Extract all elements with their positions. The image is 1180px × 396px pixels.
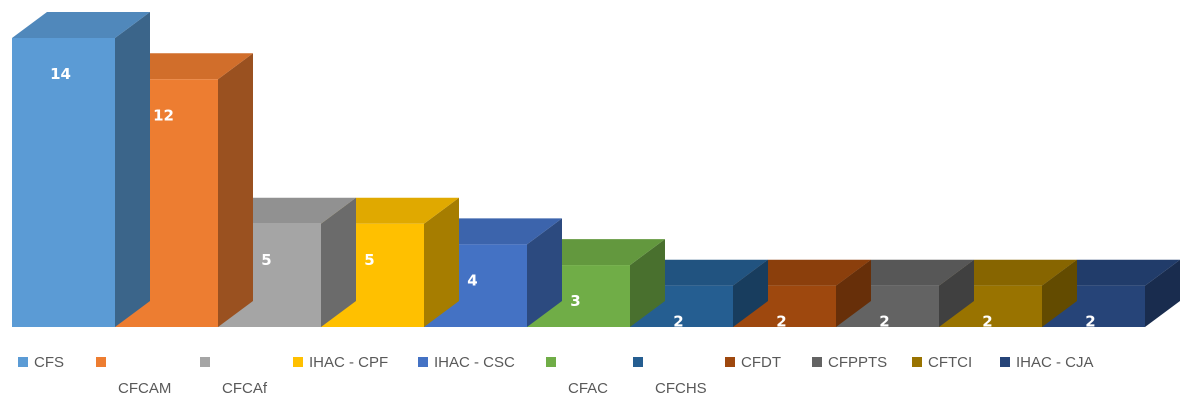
legend-label-cfac: CFAC [568, 380, 608, 396]
legend-label-cfcam: CFCAM [118, 380, 171, 396]
legend-swatch-cfchs [633, 357, 643, 367]
data-label-cfac: 3 [570, 292, 580, 310]
bar-side-cfdt [836, 259, 871, 327]
legend-swatch-cfac [546, 357, 556, 367]
legend-swatch-cfcaf [200, 357, 210, 367]
bar-side-ihac-cpf [424, 197, 459, 327]
legend-swatch-cfcam [96, 357, 106, 367]
bar-top-cfs [12, 12, 150, 38]
data-label-cfchs: 2 [673, 313, 683, 331]
legend-label-cfs: CFS [34, 354, 64, 371]
bar-side-cfac [630, 239, 665, 327]
data-label-cfcaf: 5 [261, 251, 271, 269]
legend-label-cfppts: CFPPTS [828, 354, 887, 371]
bar-side-cfcaf [321, 197, 356, 327]
legend-label-cfcaf: CFCAf [222, 380, 268, 396]
bar-side-cftci [1042, 259, 1077, 327]
legend-swatch-cfs [18, 357, 28, 367]
data-label-ihac-cpf: 5 [364, 251, 374, 269]
bar-side-ihac-csc [527, 218, 562, 327]
legend-label-cfdt: CFDT [741, 354, 781, 371]
legend-label-cftci: CFTCI [928, 354, 972, 371]
legend-label-ihac-cja: IHAC - CJA [1016, 354, 1094, 371]
bar-side-ihac-cja [1145, 259, 1180, 327]
bar-side-cfcam [218, 53, 253, 328]
bar-side-cfppts [939, 259, 974, 327]
data-label-cftci: 2 [982, 313, 992, 331]
data-label-cfs: 14 [50, 65, 71, 83]
legend-swatch-ihac-cja [1000, 357, 1010, 367]
legend-swatch-ihac-cpf [293, 357, 303, 367]
bar-side-cfchs [733, 259, 768, 327]
legend-label-cfchs: CFCHS [655, 380, 707, 396]
bar-cfs [12, 38, 115, 327]
legend-swatch-cfppts [812, 357, 822, 367]
legend-swatch-cftci [912, 357, 922, 367]
legend-swatch-cfdt [725, 357, 735, 367]
data-label-cfppts: 2 [879, 313, 889, 331]
legend-swatch-ihac-csc [418, 357, 428, 367]
data-label-ihac-csc: 4 [467, 271, 477, 289]
data-label-cfcam: 12 [153, 106, 174, 124]
bar-side-cfs [115, 12, 150, 327]
legend-label-ihac-csc: IHAC - CSC [434, 354, 515, 371]
legend-label-ihac-cpf: IHAC - CPF [309, 354, 388, 371]
data-label-ihac-cja: 2 [1085, 313, 1095, 331]
data-label-cfdt: 2 [776, 313, 786, 331]
